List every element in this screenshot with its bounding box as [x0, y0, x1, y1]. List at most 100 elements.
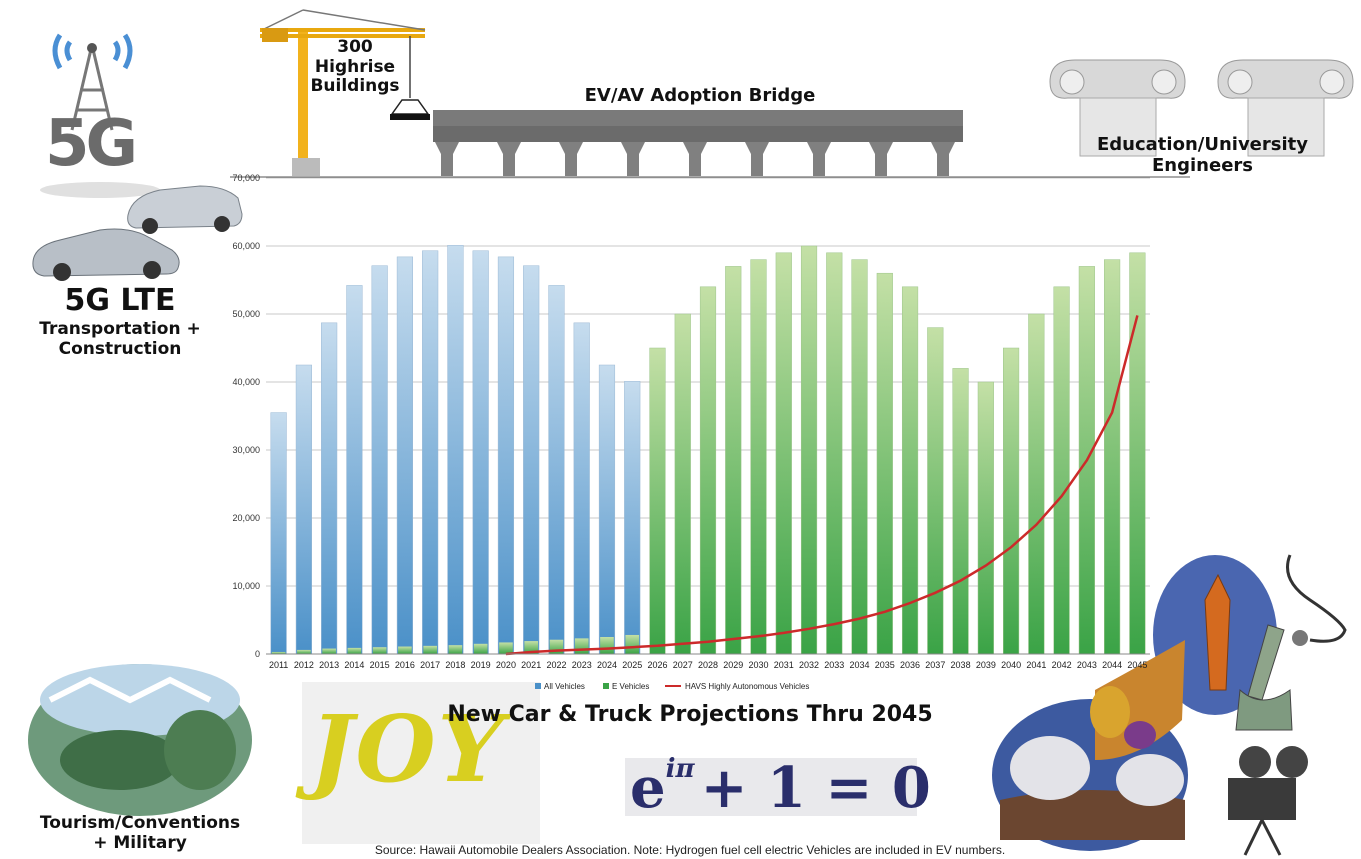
x-tick-label: 2033 [824, 660, 844, 670]
chart-legend: All Vehicles E Vehicles HAVS Highly Autono… [535, 682, 809, 691]
legend-label-e-vehicles: E Vehicles [612, 682, 649, 691]
microscope-icon [1235, 624, 1293, 731]
y-tick-label: 60,000 [232, 241, 260, 251]
x-tick-label: 2045 [1127, 660, 1147, 670]
bar-e-vehicles [775, 252, 792, 655]
film-camera-icon [1228, 746, 1308, 856]
bar-all-vehicles [270, 412, 287, 655]
x-tick-label: 2035 [875, 660, 895, 670]
x-tick-label: 2036 [900, 660, 920, 670]
education-label: Education/University Engineers [1097, 134, 1308, 176]
y-tick-label: 30,000 [232, 445, 260, 455]
bar-e-vehicles [322, 648, 336, 654]
bar-e-vehicles [977, 381, 994, 655]
line-havs [505, 315, 1139, 656]
bar-all-vehicles [346, 285, 363, 655]
bridge-piers [230, 142, 1190, 178]
bar-e-vehicles [800, 245, 818, 655]
bar-all-vehicles [598, 364, 616, 655]
bridge-icon [433, 110, 963, 142]
science-collage [992, 555, 1277, 851]
bar-all-vehicles [321, 322, 338, 655]
bar-all-vehicles [624, 381, 641, 655]
bridge-pier [621, 142, 645, 176]
bar-e-vehicles [347, 647, 362, 654]
bar-e-vehicles [952, 368, 969, 655]
euler-base: e [630, 755, 666, 821]
x-tick-label: 2038 [951, 660, 971, 670]
stethoscope-icon [1286, 554, 1347, 646]
y-tick-label: 0 [255, 649, 260, 659]
x-tick-label: 2022 [546, 660, 566, 670]
bar-e-vehicles [271, 651, 286, 654]
bar-e-vehicles [1104, 259, 1121, 655]
x-tick-label: 2012 [294, 660, 314, 670]
bar-e-vehicles [297, 649, 311, 654]
fiveg-subtitle: Transportation + Construction [39, 319, 201, 359]
bridge-pier [683, 142, 707, 176]
bar-e-vehicles [423, 645, 438, 654]
bar-all-vehicles [447, 245, 464, 655]
y-tick-label: 40,000 [232, 377, 260, 387]
bridge-pier [745, 142, 769, 176]
x-tick-label: 2025 [622, 660, 642, 670]
bar-e-vehicles [625, 634, 640, 654]
y-tick-label: 10,000 [232, 581, 260, 591]
tourism-label: Tourism/Conventions + Military [39, 813, 241, 853]
y-tick-label: 50,000 [232, 309, 260, 319]
5g-icon-text: 5G [45, 107, 138, 181]
x-tick-label: 2039 [976, 660, 996, 670]
chart-x-axis: 2011 2012 2013 2014 2015 2016 2017 2018 2019 2020… [266, 653, 1150, 670]
legend-label-all-vehicles: All Vehicles [544, 682, 585, 691]
x-tick-label: 2023 [572, 660, 592, 670]
bar-all-vehicles [295, 364, 312, 655]
bar-e-vehicles [1028, 313, 1045, 655]
column-icon [1049, 59, 1354, 157]
bridge-pier [435, 142, 459, 176]
bar-all-vehicles [422, 250, 439, 655]
bar-e-vehicles [649, 347, 666, 655]
bar-e-vehicles [699, 286, 717, 655]
x-tick-label: 2031 [774, 660, 794, 670]
bar-e-vehicles [750, 259, 767, 655]
x-tick-label: 2016 [395, 660, 415, 670]
bar-all-vehicles [548, 285, 565, 655]
x-tick-label: 2043 [1077, 660, 1097, 670]
x-tick-label: 2037 [925, 660, 945, 670]
highrise-label: 300 Highrise Buildings [310, 37, 400, 97]
bar-e-vehicles [674, 313, 691, 655]
x-tick-label: 2026 [647, 660, 667, 670]
bridge-pier [807, 142, 831, 176]
legend-swatch-all-vehicles [535, 683, 541, 689]
x-tick-label: 2040 [1001, 660, 1021, 670]
x-tick-label: 2032 [799, 660, 819, 670]
euler-identity: eiπ + 1 = 0 [630, 754, 931, 821]
chart-line [505, 315, 1139, 656]
x-tick-label: 2028 [698, 660, 718, 670]
car-icon [32, 185, 243, 281]
bar-e-vehicles [1053, 286, 1070, 655]
x-tick-label: 2024 [597, 660, 617, 670]
euler-rest: + 1 = 0 [700, 755, 931, 821]
tourism-photo [28, 664, 252, 816]
x-tick-label: 2044 [1102, 660, 1122, 670]
y-tick-label: 20,000 [232, 513, 260, 523]
5g-tower-icon [8, 8, 190, 206]
bridge-pier [559, 142, 583, 176]
bridge-label: EV/AV Adoption Bridge [584, 85, 816, 106]
x-tick-label: 2017 [420, 660, 440, 670]
bar-all-vehicles [396, 256, 413, 655]
euler-background [625, 758, 917, 816]
bar-e-vehicles [473, 643, 488, 654]
chart-title: New Car & Truck Projections Thru 2045 [447, 702, 933, 727]
bar-all-vehicles [371, 265, 388, 655]
legend-label-havs: HAVS Highly Autonomous Vehicles [685, 682, 809, 691]
bar-e-vehicles [1003, 347, 1020, 655]
bar-e-vehicles [398, 646, 412, 654]
bar-e-vehicles [725, 266, 742, 655]
bar-all-vehicles [497, 256, 515, 655]
x-tick-label: 2020 [496, 660, 516, 670]
x-tick-label: 2030 [748, 660, 768, 670]
